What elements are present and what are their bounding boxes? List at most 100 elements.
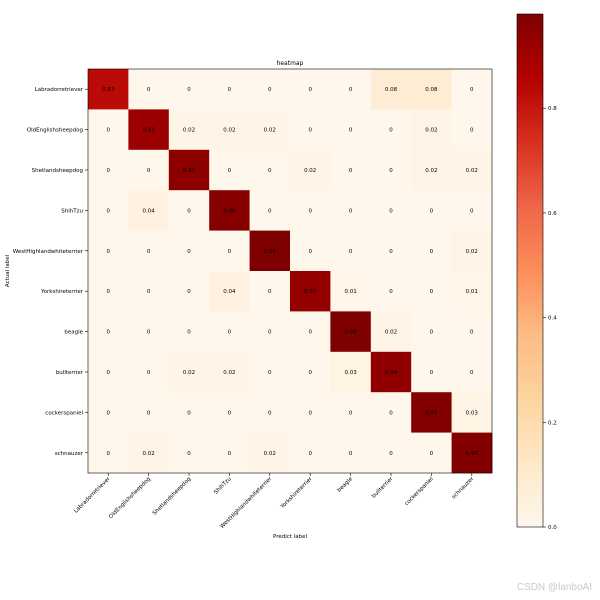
heatmap-cell — [290, 149, 331, 191]
cell-value-label: 0 — [308, 330, 312, 336]
heatmap-cell — [128, 311, 170, 353]
cell-value-label: 0 — [430, 289, 434, 295]
cell-value-label: 0 — [106, 410, 110, 416]
colorbar-ticks: 0.0 0.2 0.4 0.6 0.8 — [543, 106, 557, 531]
x-tick-label: bullterrier — [371, 476, 395, 500]
heatmap-cell — [451, 190, 493, 231]
heatmap-cell — [411, 109, 452, 151]
heatmap-cell — [168, 271, 210, 312]
heatmap-cell — [88, 69, 129, 110]
cell-value-label: 0 — [228, 168, 232, 174]
cell-value-label: 0 — [430, 249, 434, 255]
cell-value-label: 0 — [106, 330, 110, 336]
heatmap-cell — [330, 149, 372, 191]
heatmap-cells: 0.83 0 0 0 0 0 0 0.08 0.08 0 0 0.91 0.02 0.02 0.02 0 0 0 0… — [88, 69, 493, 474]
heatmap-cell — [411, 230, 452, 272]
cell-value-label: 0.94 — [385, 370, 398, 376]
cell-value-label: 0.03 — [466, 410, 479, 416]
cell-value-label: 0.01 — [466, 289, 478, 295]
cell-value-label: 0.02 — [425, 128, 437, 134]
cell-value-label: 0 — [147, 87, 151, 93]
cell-value-label: 0 — [349, 168, 353, 174]
colorbar-tick-label: 0.4 — [548, 316, 557, 322]
heatmap-cell — [330, 271, 372, 312]
cell-value-label: 0 — [147, 410, 151, 416]
heatmap-cell — [370, 109, 412, 151]
colorbar-tick-label: 0.0 — [548, 525, 557, 531]
cell-value-label: 0.93 — [304, 289, 317, 295]
cell-value-label: 0.95 — [183, 168, 196, 174]
heatmap-cell — [128, 109, 170, 151]
plot-frame — [87, 68, 493, 474]
heatmap-cell — [128, 432, 170, 474]
heatmap-cell — [88, 230, 129, 272]
x-tick-label: OldEnglishsheepdog — [108, 476, 152, 520]
heatmap-cell — [128, 351, 170, 393]
heatmap-cell — [249, 432, 291, 474]
heatmap-cell — [249, 311, 291, 353]
cell-value-label: 0 — [308, 249, 312, 255]
heatmap-cell — [88, 149, 129, 191]
cell-value-label: 0 — [106, 249, 110, 255]
cell-value-label: 0 — [349, 249, 353, 255]
cell-value-label: 0 — [187, 330, 191, 336]
heatmap-cell — [209, 311, 250, 353]
heatmap-cell — [209, 190, 250, 231]
heatmap-cell — [290, 392, 331, 433]
heatmap-cell — [330, 311, 372, 353]
cell-value-label: 0 — [308, 410, 312, 416]
heatmap-cell — [370, 311, 412, 353]
cell-value-label: 0 — [268, 208, 272, 214]
cell-value-label: 0 — [147, 370, 151, 376]
cell-value-label: 0 — [349, 410, 353, 416]
heatmap-cell — [88, 109, 129, 151]
colorbar-tick-label: 0.8 — [548, 106, 557, 112]
cell-value-label: 0.97 — [466, 451, 479, 457]
heatmap-cell — [411, 311, 452, 353]
cell-value-label: 0 — [389, 208, 393, 214]
cell-value-label: 0.96 — [223, 208, 236, 214]
cell-value-label: 0 — [268, 87, 272, 93]
heatmap-cell — [128, 149, 170, 191]
heatmap-cell — [411, 432, 452, 474]
cell-value-label: 0 — [106, 168, 110, 174]
cell-value-label: 0.08 — [425, 87, 438, 93]
heatmap-cell — [128, 69, 170, 110]
cell-value-label: 0.02 — [385, 330, 397, 336]
cell-value-label: 0 — [268, 330, 272, 336]
colorbar-tick-label: 0.2 — [548, 420, 557, 426]
y-tick-label: WestHighlandwhiteterrier — [13, 249, 84, 255]
cell-value-label: 0.98 — [264, 249, 277, 255]
cell-value-label: 0 — [228, 87, 232, 93]
cell-value-label: 0.02 — [466, 168, 478, 174]
heatmap-cell — [330, 392, 372, 433]
heatmap-cell — [451, 351, 493, 393]
cell-value-label: 0 — [187, 249, 191, 255]
cell-value-label: 0.91 — [142, 128, 154, 134]
cell-value-label: 0 — [430, 370, 434, 376]
cell-value-label: 0 — [470, 87, 474, 93]
heatmap-cell — [330, 190, 372, 231]
cell-value-label: 0.04 — [223, 289, 236, 295]
heatmap-cell — [209, 271, 250, 312]
x-tick-label: Labradorretriever — [73, 476, 112, 515]
cell-value-label: 0 — [147, 168, 151, 174]
cell-value-label: 0 — [389, 289, 393, 295]
heatmap-cell — [370, 432, 412, 474]
cell-value-label: 0.02 — [264, 128, 276, 134]
cell-value-label: 0 — [470, 208, 474, 214]
cell-value-label: 0 — [228, 410, 232, 416]
cell-value-label: 0 — [389, 410, 393, 416]
cell-value-label: 0.83 — [102, 87, 115, 93]
x-tick-label: schnauzer — [451, 476, 476, 501]
colorbar — [516, 13, 544, 528]
heatmap-cell — [290, 230, 331, 272]
heatmap-cell — [249, 230, 291, 272]
heatmap-cell — [290, 109, 331, 151]
heatmap-cell — [88, 271, 129, 312]
cell-value-label: 0 — [349, 208, 353, 214]
heatmap-cell — [411, 351, 452, 393]
cell-value-label: 0.02 — [466, 249, 478, 255]
cell-value-label: 0 — [106, 451, 110, 457]
